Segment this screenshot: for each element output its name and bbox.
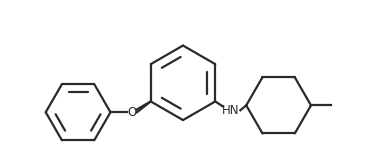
Text: O: O xyxy=(127,106,137,119)
Text: HN: HN xyxy=(222,104,239,117)
